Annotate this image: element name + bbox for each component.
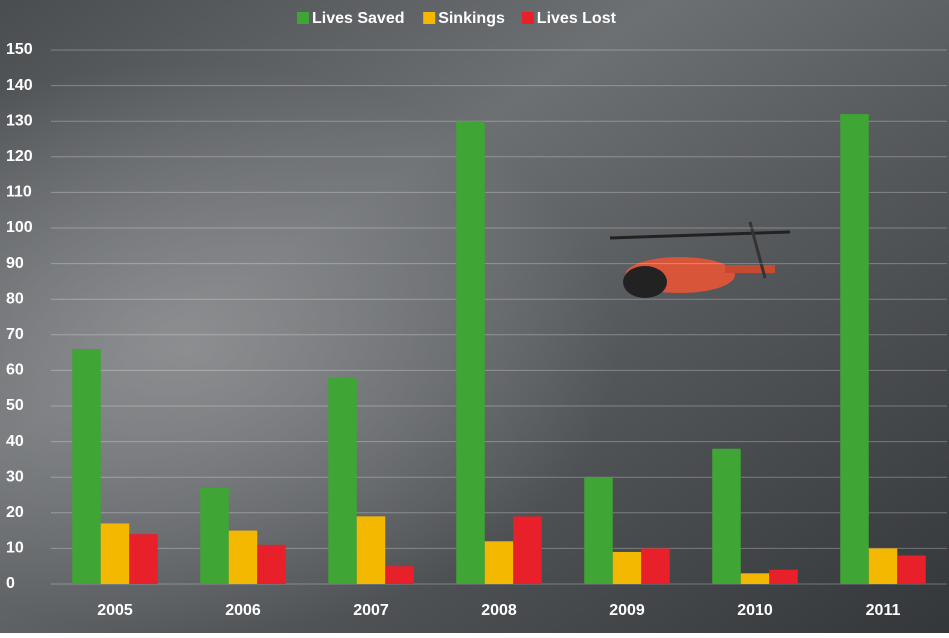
y-tick-label: 140 bbox=[6, 77, 33, 94]
bar bbox=[385, 566, 414, 584]
y-tick-label: 90 bbox=[6, 255, 24, 272]
bar bbox=[257, 544, 286, 584]
bar bbox=[356, 516, 386, 584]
legend-label: Lives Saved bbox=[312, 10, 405, 27]
legend-label: Lives Lost bbox=[537, 10, 617, 27]
x-tick-label: 2011 bbox=[866, 602, 901, 619]
bar bbox=[456, 121, 485, 584]
y-tick-label: 60 bbox=[6, 362, 24, 379]
bar bbox=[72, 349, 101, 584]
y-tick-label: 0 bbox=[6, 575, 15, 592]
y-tick-label: 80 bbox=[6, 290, 24, 307]
legend-swatch bbox=[423, 12, 436, 24]
bar bbox=[769, 569, 798, 584]
y-tick-label: 150 bbox=[6, 41, 33, 58]
y-tick-label: 130 bbox=[6, 112, 33, 129]
bar bbox=[712, 448, 741, 584]
y-tick-label: 100 bbox=[6, 219, 33, 236]
legend: Lives Saved Sinkings Lives Lost bbox=[297, 10, 617, 27]
legend-swatch bbox=[521, 12, 534, 24]
bar bbox=[897, 555, 926, 584]
x-tick-label: 2010 bbox=[737, 602, 773, 619]
bar bbox=[584, 477, 613, 584]
bar bbox=[513, 516, 542, 584]
x-tick-label: 2007 bbox=[353, 602, 389, 619]
helicopter bbox=[609, 221, 791, 298]
y-tick-label: 40 bbox=[6, 433, 24, 450]
legend-label: Sinkings bbox=[438, 10, 505, 27]
x-tick-label: 2006 bbox=[225, 602, 261, 619]
bar bbox=[328, 377, 357, 584]
legend-swatch bbox=[297, 12, 309, 24]
bar bbox=[129, 534, 158, 584]
bar bbox=[840, 114, 869, 584]
x-tick-label: 2009 bbox=[609, 602, 645, 619]
y-tick-label: 20 bbox=[6, 504, 24, 521]
y-tick-label: 10 bbox=[6, 540, 24, 557]
y-tick-label: 30 bbox=[6, 468, 24, 485]
bar bbox=[100, 523, 130, 584]
bar bbox=[228, 530, 258, 584]
bar bbox=[484, 541, 514, 584]
x-tick-label: 2005 bbox=[97, 602, 133, 619]
bar bbox=[740, 573, 770, 584]
y-tick-label: 50 bbox=[6, 397, 24, 414]
bar bbox=[200, 487, 229, 584]
bar bbox=[612, 551, 642, 584]
y-tick-label: 110 bbox=[6, 184, 32, 201]
bar bbox=[641, 548, 670, 584]
bar bbox=[868, 548, 898, 584]
y-tick-label: 120 bbox=[6, 148, 33, 165]
x-tick-label: 2008 bbox=[481, 602, 517, 619]
y-tick-label: 70 bbox=[6, 326, 24, 343]
